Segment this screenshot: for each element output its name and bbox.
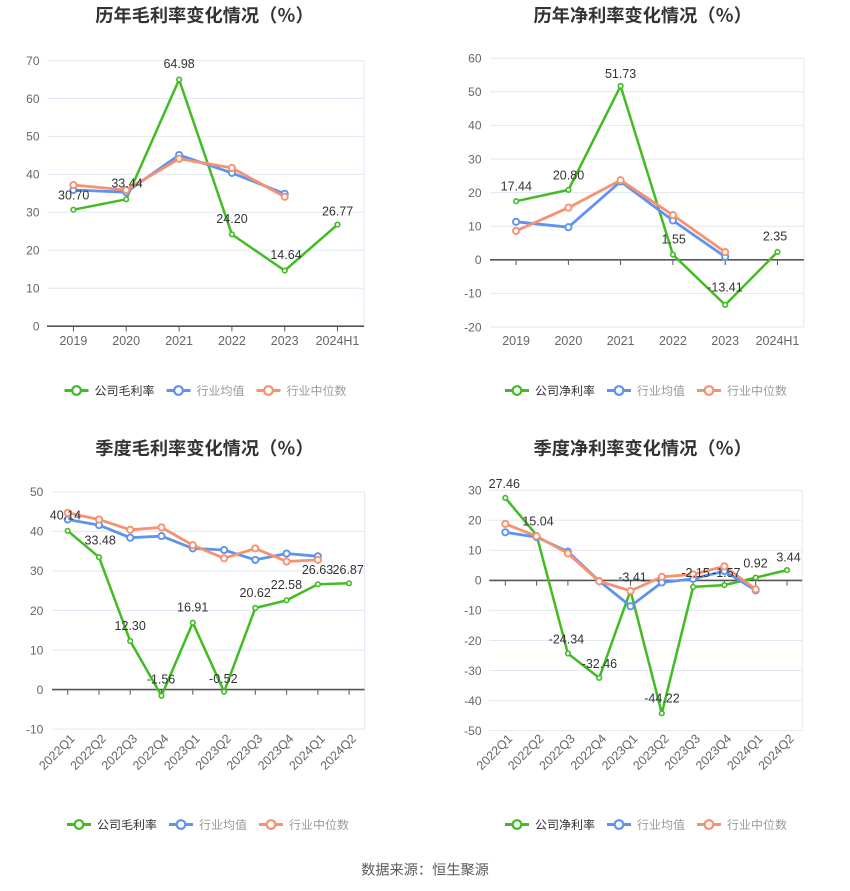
svg-text:60: 60 xyxy=(468,52,482,66)
svg-text:-10: -10 xyxy=(464,604,482,618)
svg-text:26.63: 26.63 xyxy=(302,563,333,577)
svg-text:20: 20 xyxy=(26,244,40,258)
svg-text:2021: 2021 xyxy=(607,334,635,348)
svg-text:-13.41: -13.41 xyxy=(707,280,742,294)
svg-text:0: 0 xyxy=(33,320,40,334)
svg-text:64.98: 64.98 xyxy=(163,57,194,71)
svg-text:2023: 2023 xyxy=(271,334,299,348)
svg-text:26.87: 26.87 xyxy=(333,563,364,577)
svg-text:50: 50 xyxy=(468,85,482,99)
svg-text:30: 30 xyxy=(468,152,482,166)
svg-text:10: 10 xyxy=(30,643,44,657)
svg-text:-20: -20 xyxy=(464,320,482,334)
svg-text:12.30: 12.30 xyxy=(115,619,146,633)
svg-text:20: 20 xyxy=(468,514,482,528)
svg-text:30: 30 xyxy=(30,564,44,578)
svg-text:2.35: 2.35 xyxy=(763,229,787,243)
svg-text:2024H1: 2024H1 xyxy=(756,334,800,348)
svg-text:-40: -40 xyxy=(464,694,482,708)
svg-text:60: 60 xyxy=(26,92,40,106)
svg-text:10: 10 xyxy=(26,282,40,296)
svg-text:2019: 2019 xyxy=(59,334,87,348)
svg-text:2022: 2022 xyxy=(659,334,687,348)
svg-text:20: 20 xyxy=(30,604,44,618)
svg-text:-0.52: -0.52 xyxy=(209,672,238,686)
svg-text:17.44: 17.44 xyxy=(501,180,532,194)
svg-text:50: 50 xyxy=(26,130,40,144)
svg-text:0: 0 xyxy=(37,683,44,697)
svg-text:-30: -30 xyxy=(464,664,482,678)
svg-text:-10: -10 xyxy=(26,722,44,736)
svg-text:24.20: 24.20 xyxy=(216,212,247,226)
svg-text:1.55: 1.55 xyxy=(662,232,686,246)
svg-text:3.44: 3.44 xyxy=(776,550,800,564)
svg-text:10: 10 xyxy=(468,220,482,234)
svg-text:26.77: 26.77 xyxy=(322,204,353,218)
svg-text:16.91: 16.91 xyxy=(177,601,208,615)
svg-text:-3.41: -3.41 xyxy=(618,570,647,584)
svg-text:2023: 2023 xyxy=(711,334,739,348)
svg-text:-1.56: -1.56 xyxy=(147,672,176,686)
svg-text:33.48: 33.48 xyxy=(85,533,116,547)
svg-text:-1.57: -1.57 xyxy=(712,566,741,580)
svg-text:-24.34: -24.34 xyxy=(549,632,584,646)
svg-text:-20: -20 xyxy=(464,634,482,648)
svg-text:2021: 2021 xyxy=(165,334,193,348)
svg-text:2019: 2019 xyxy=(502,334,530,348)
svg-text:2022: 2022 xyxy=(218,334,246,348)
svg-text:30: 30 xyxy=(468,484,482,498)
svg-text:27.46: 27.46 xyxy=(489,477,520,491)
svg-text:15.04: 15.04 xyxy=(522,514,553,528)
svg-text:50: 50 xyxy=(30,485,44,499)
svg-text:51.73: 51.73 xyxy=(605,67,636,81)
svg-text:30.70: 30.70 xyxy=(58,188,89,202)
svg-text:-32.46: -32.46 xyxy=(582,657,617,671)
svg-text:70: 70 xyxy=(26,54,40,68)
svg-text:2024H1: 2024H1 xyxy=(316,334,360,348)
svg-text:-44.22: -44.22 xyxy=(644,691,679,705)
svg-text:33.44: 33.44 xyxy=(111,177,142,191)
svg-text:0: 0 xyxy=(475,574,482,588)
svg-text:40: 40 xyxy=(468,119,482,133)
svg-text:40: 40 xyxy=(26,168,40,182)
svg-text:-2.15: -2.15 xyxy=(681,566,710,580)
svg-text:-10: -10 xyxy=(464,287,482,301)
svg-text:2020: 2020 xyxy=(554,334,582,348)
svg-text:10: 10 xyxy=(468,544,482,558)
svg-text:40: 40 xyxy=(30,525,44,539)
svg-text:2020: 2020 xyxy=(112,334,140,348)
svg-text:0.92: 0.92 xyxy=(743,557,767,571)
svg-text:0: 0 xyxy=(475,253,482,267)
svg-text:40.14: 40.14 xyxy=(50,509,81,523)
svg-text:20: 20 xyxy=(468,186,482,200)
svg-text:-50: -50 xyxy=(464,724,482,738)
svg-text:22.58: 22.58 xyxy=(271,578,302,592)
svg-text:20.80: 20.80 xyxy=(553,169,584,183)
svg-text:20.62: 20.62 xyxy=(240,586,271,600)
svg-text:30: 30 xyxy=(26,206,40,220)
svg-text:14.64: 14.64 xyxy=(270,248,301,262)
